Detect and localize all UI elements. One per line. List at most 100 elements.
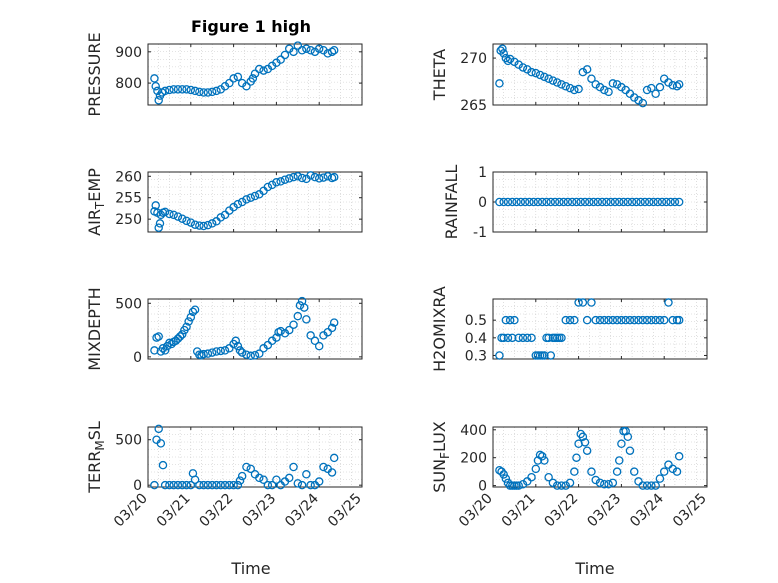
panel-rainfall: -1 0 1 RAINFALL xyxy=(442,165,708,241)
data-point xyxy=(190,305,200,314)
data-point xyxy=(237,197,247,207)
data-point xyxy=(155,219,165,228)
data-point xyxy=(501,315,511,325)
panel-pressure: 800 900 PRESSURE xyxy=(85,32,363,117)
data-point xyxy=(173,334,183,343)
x-tick-label: 03/25 xyxy=(670,491,710,531)
data-point xyxy=(284,174,294,183)
data-point xyxy=(302,470,311,479)
data-point xyxy=(276,326,285,336)
data-point xyxy=(638,481,648,490)
data-point xyxy=(248,74,258,83)
data-point xyxy=(190,220,200,229)
data-point xyxy=(647,481,656,490)
data-point xyxy=(293,311,303,321)
data-point xyxy=(617,82,626,92)
data-point xyxy=(203,88,213,97)
data-point xyxy=(203,349,213,358)
data-point xyxy=(154,332,163,341)
data-point xyxy=(595,478,605,488)
data-point xyxy=(323,172,333,181)
data-point xyxy=(565,315,575,325)
data-point xyxy=(212,347,221,356)
data-point xyxy=(608,478,618,488)
data-point xyxy=(576,197,585,207)
y-axis-label: RAINFALL xyxy=(442,165,461,240)
data-point xyxy=(289,47,298,57)
data-point xyxy=(319,173,328,182)
data-point xyxy=(670,197,680,207)
data-point xyxy=(548,478,558,488)
data-point xyxy=(527,67,536,77)
data-point xyxy=(563,197,573,207)
data-point xyxy=(540,456,549,465)
data-point xyxy=(604,479,613,489)
data-point xyxy=(199,221,208,231)
data-point xyxy=(272,333,281,342)
data-point xyxy=(263,340,273,350)
y-tick-label: 0 xyxy=(133,350,142,366)
data-point xyxy=(505,315,515,325)
data-point xyxy=(625,315,635,325)
y-axis-label: TERRMSL xyxy=(85,421,107,494)
data-point xyxy=(297,46,307,55)
data-point xyxy=(276,177,285,186)
data-point xyxy=(216,346,226,356)
data-point xyxy=(154,96,163,105)
x-tick-label: 03/20 xyxy=(111,491,151,531)
data-point xyxy=(527,472,536,482)
data-point xyxy=(327,323,337,333)
data-point xyxy=(623,197,633,207)
y-tick-label: 0.5 xyxy=(465,313,487,329)
y-tick-label: 255 xyxy=(115,191,142,207)
data-point xyxy=(627,197,637,207)
x-tick-label: 03/21 xyxy=(499,491,539,531)
data-point xyxy=(587,74,596,83)
y-axis-label: PRESSURE xyxy=(85,32,104,116)
data-point xyxy=(314,341,324,351)
data-point xyxy=(501,474,511,483)
data-point xyxy=(600,479,609,489)
data-point xyxy=(612,80,622,89)
data-point xyxy=(207,87,217,97)
data-point xyxy=(632,197,641,207)
data-point xyxy=(175,332,185,341)
y-tick-label: 250 xyxy=(115,212,142,228)
data-point xyxy=(235,476,245,485)
x-tick-label: 03/22 xyxy=(542,491,582,531)
data-point xyxy=(659,315,669,325)
data-point xyxy=(516,197,526,207)
data-point xyxy=(169,85,178,94)
data-point xyxy=(593,197,603,207)
data-point xyxy=(250,191,260,201)
data-point xyxy=(612,315,622,325)
data-point xyxy=(615,197,624,207)
data-point xyxy=(531,68,541,78)
x-tick-label: 03/23 xyxy=(239,491,279,531)
y-tick-label: 1 xyxy=(478,165,487,181)
data-point xyxy=(638,98,648,108)
data-point xyxy=(329,318,339,327)
data-point xyxy=(522,333,532,343)
data-point xyxy=(306,331,315,340)
data-point xyxy=(499,49,508,58)
data-point xyxy=(207,348,217,357)
data-point xyxy=(242,81,251,91)
data-point xyxy=(156,439,166,448)
y-tick-label: 0.3 xyxy=(465,348,487,364)
data-point xyxy=(195,480,204,490)
data-point xyxy=(233,199,243,209)
data-point xyxy=(505,54,515,64)
data-point xyxy=(531,464,541,474)
data-point xyxy=(327,47,337,57)
data-point xyxy=(212,86,221,96)
x-tick-label: 03/23 xyxy=(584,491,624,531)
data-point xyxy=(621,426,630,436)
data-point xyxy=(182,216,191,226)
data-point xyxy=(589,197,598,207)
data-point xyxy=(617,439,626,448)
data-point xyxy=(672,467,682,476)
data-point xyxy=(495,351,504,360)
data-point xyxy=(557,80,566,89)
